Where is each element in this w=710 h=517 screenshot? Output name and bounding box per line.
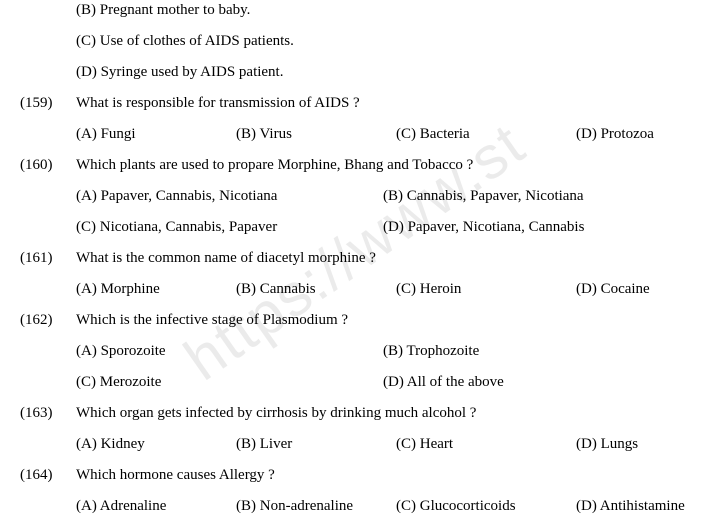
question-row: (160)Which plants are used to propare Mo… bbox=[20, 155, 690, 176]
option-text: (D) Lungs bbox=[576, 434, 690, 455]
options-row: (C) Nicotiana, Cannabis, Papaver(D) Papa… bbox=[20, 217, 690, 238]
question-text: What is responsible for transmission of … bbox=[76, 93, 690, 114]
option-text: (C) Bacteria bbox=[396, 124, 576, 145]
question-row: (159)What is responsible for transmissio… bbox=[20, 93, 690, 114]
option-text: (A) Sporozoite bbox=[76, 341, 383, 362]
option-text: (C) Glucocorticoids bbox=[396, 496, 576, 517]
options-row: (C) Merozoite(D) All of the above bbox=[20, 372, 690, 393]
question-number: (160) bbox=[20, 155, 76, 176]
option-text: (D) All of the above bbox=[383, 372, 690, 393]
option-text: (C) Heart bbox=[396, 434, 576, 455]
question-text: Which is the infective stage of Plasmodi… bbox=[76, 310, 690, 331]
option-text: (C) Nicotiana, Cannabis, Papaver bbox=[76, 217, 383, 238]
exam-content: (B) Pregnant mother to baby. (C) Use of … bbox=[20, 0, 690, 517]
partial-option-b: (B) Pregnant mother to baby. bbox=[20, 0, 690, 21]
option-text: (C) Merozoite bbox=[76, 372, 383, 393]
option-text: (D) Cocaine bbox=[576, 279, 690, 300]
question-number: (161) bbox=[20, 248, 76, 269]
option-text: (A) Adrenaline bbox=[76, 496, 236, 517]
options-row: (A) Adrenaline(B) Non-adrenaline(C) Gluc… bbox=[20, 496, 690, 517]
option-text: (B) Cannabis, Papaver, Nicotiana bbox=[383, 186, 690, 207]
question-row: (161)What is the common name of diacetyl… bbox=[20, 248, 690, 269]
question-number: (162) bbox=[20, 310, 76, 331]
options-row: (A) Morphine(B) Cannabis(C) Heroin(D) Co… bbox=[20, 279, 690, 300]
options-row: (A) Fungi(B) Virus(C) Bacteria(D) Protoz… bbox=[20, 124, 690, 145]
partial-option-c: (C) Use of clothes of AIDS patients. bbox=[20, 31, 690, 52]
options-row: (A) Papaver, Cannabis, Nicotiana(B) Cann… bbox=[20, 186, 690, 207]
option-text: (A) Morphine bbox=[76, 279, 236, 300]
option-text: (C) Heroin bbox=[396, 279, 576, 300]
question-number: (163) bbox=[20, 403, 76, 424]
option-text: (B) Liver bbox=[236, 434, 396, 455]
option-text: (B) Cannabis bbox=[236, 279, 396, 300]
question-row: (164)Which hormone causes Allergy ? bbox=[20, 465, 690, 486]
options-row: (A) Sporozoite(B) Trophozoite bbox=[20, 341, 690, 362]
question-text: Which organ gets infected by cirrhosis b… bbox=[76, 403, 690, 424]
partial-option-d: (D) Syringe used by AIDS patient. bbox=[20, 62, 690, 83]
question-row: (162)Which is the infective stage of Pla… bbox=[20, 310, 690, 331]
option-text: (A) Papaver, Cannabis, Nicotiana bbox=[76, 186, 383, 207]
question-row: (163)Which organ gets infected by cirrho… bbox=[20, 403, 690, 424]
option-text: (B) Non-adrenaline bbox=[236, 496, 396, 517]
option-text: (B) Trophozoite bbox=[383, 341, 690, 362]
option-text: (D) Antihistamine bbox=[576, 496, 690, 517]
question-text: Which hormone causes Allergy ? bbox=[76, 465, 690, 486]
option-text: (A) Fungi bbox=[76, 124, 236, 145]
option-text: (D) Papaver, Nicotiana, Cannabis bbox=[383, 217, 690, 238]
option-text: (D) Protozoa bbox=[576, 124, 690, 145]
option-text: (B) Virus bbox=[236, 124, 396, 145]
question-number: (164) bbox=[20, 465, 76, 486]
question-text: What is the common name of diacetyl morp… bbox=[76, 248, 690, 269]
option-text: (A) Kidney bbox=[76, 434, 236, 455]
question-number: (159) bbox=[20, 93, 76, 114]
question-text: Which plants are used to propare Morphin… bbox=[76, 155, 690, 176]
options-row: (A) Kidney(B) Liver(C) Heart(D) Lungs bbox=[20, 434, 690, 455]
